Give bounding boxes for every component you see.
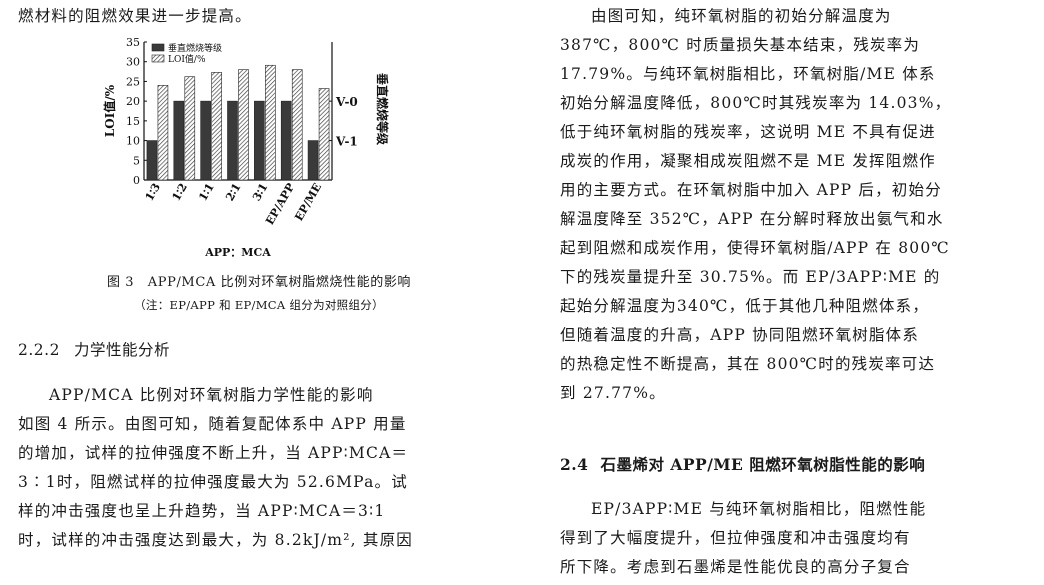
x-tick-label: 1∶3 (143, 181, 163, 203)
y-tick-label: 15 (126, 115, 140, 128)
right-paragraph-1: 由图可知，纯环氧树脂的初始分解温度为 387℃，800℃ 时质量损失基本结束，残… (560, 2, 1028, 408)
paragraph-line: 387℃，800℃ 时质量损失基本结束，残炭率为 (560, 36, 921, 54)
right-axis-label: 垂直燃烧等级 (375, 73, 390, 145)
bar-loi-value (238, 69, 249, 181)
paragraph-line: 的热稳定性不断提高，其在 800℃时的残炭率可达 (560, 355, 936, 373)
paragraph-line: 低于纯环氧树脂的残炭率，这说明 ME 不具有促进 (560, 123, 936, 141)
y-axis-label: LOI值/% (102, 84, 117, 137)
section-title: 力学性能分析 (73, 341, 170, 359)
bar-vertical-burning-grade (146, 140, 158, 181)
paragraph-line: 17.79%。与纯环氧树脂相比，环氧树脂/ME 体系 (560, 65, 936, 83)
paragraph-line: 的增加，试样的拉伸强度不断上升，当 APP∶MCA＝ (18, 444, 409, 462)
figure-caption: 图 3 APP/MCA 比例对环氧树脂燃烧性能的影响 (106, 275, 412, 290)
y-tick-label: 25 (126, 75, 140, 88)
paragraph-line: 但随着温度的升高，APP 协同阻燃环氧树脂体系 (560, 326, 920, 344)
x-tick-label: EP/ME (292, 181, 324, 223)
paragraph-line: 起到阻燃和成炭作用，使得环氧树脂/APP 在 800℃ (560, 239, 950, 257)
section-number: 2.4 (560, 455, 589, 474)
paragraph-line: 样的冲击强度也呈上升趋势，当 APP∶MCA＝3∶1 (18, 502, 386, 520)
y-tick-label: 5 (133, 154, 140, 167)
bar-loi-value (211, 72, 222, 181)
figure-note: （注：EP/APP 和 EP/MCA 组分为对照组分） (134, 298, 384, 312)
x-axis-label: APP：MCA (204, 246, 271, 259)
bar-vertical-burning-grade (227, 100, 238, 181)
bar-vertical-burning-grade (307, 140, 319, 181)
paragraph-line: 解温度降至 352℃，APP 在分解时释放出氨气和水 (560, 210, 944, 228)
right-paragraph-2: EP/3APP∶ME 与纯环氧树脂相比，阻燃性能 得到了大幅度提升，但拉伸强度和… (560, 495, 1028, 582)
bar-vertical-burning-grade (200, 100, 211, 181)
paragraph-line: 3∶1时，阻燃试样的拉伸强度最大为 52.6MPa。试 (18, 473, 408, 491)
legend-swatch (151, 54, 165, 63)
right-tick-label: V-0 (335, 95, 358, 109)
paragraph-line: 得到了大幅度提升，但拉伸强度和冲击强度均有 (560, 529, 911, 547)
legend-label: LOI值/% (168, 53, 206, 65)
right-tick-label: V-1 (335, 135, 358, 149)
section-number: 2.2.2 (18, 341, 60, 359)
y-tick-label: 30 (126, 56, 140, 69)
left-top-line: 燃材料的阻燃效果进一步提高。 (18, 7, 252, 25)
bar-loi-value (265, 64, 276, 181)
bar-vertical-burning-grade (173, 100, 185, 181)
paragraph-line: EP/3APP∶ME 与纯环氧树脂相比，阻燃性能 (591, 500, 927, 518)
x-tick-label: 2∶1 (223, 181, 243, 203)
section-heading-2-4: 2.4 石墨烯对 APP/ME 阻燃环氧树脂性能的影响 (560, 450, 925, 479)
section-title: 石墨烯对 APP/ME 阻燃环氧树脂性能的影响 (600, 455, 926, 474)
paragraph-line: 下的残炭量提升至 30.75%。而 EP/3APP∶ME 的 (560, 268, 941, 286)
y-tick-label: 10 (126, 135, 140, 148)
y-tick-label: 0 (133, 174, 140, 187)
x-tick-label: 1∶2 (170, 181, 190, 203)
left-paragraph: APP/MCA 比例对环氧树脂力学性能的影响 如图 4 所示。由图可知，随着复配… (18, 381, 500, 555)
bar-vertical-burning-grade (254, 100, 265, 181)
paragraph-line: 起始分解温度为340℃，低于其他几种阻燃体系， (560, 297, 930, 315)
x-tick-label: 3∶1 (250, 181, 270, 203)
bar-loi-value (184, 76, 196, 181)
y-tick-label: 20 (126, 95, 140, 108)
paragraph-line: APP/MCA 比例对环氧树脂力学性能的影响 (49, 386, 374, 404)
legend-swatch (151, 43, 165, 52)
paragraph-line: 由图可知，纯环氧树脂的初始分解温度为 (591, 7, 892, 25)
paragraph-line: 如图 4 所示。由图可知，随着复配体系中 APP 用量 (18, 415, 407, 433)
bar-loi-value (318, 88, 330, 181)
legend-label: 垂直燃烧等级 (168, 42, 222, 54)
paragraph-line: 用的主要方式。在环氧树脂中加入 APP 后，初始分 (560, 181, 942, 199)
paragraph-line: 到 27.77%。 (560, 384, 666, 402)
bar-loi-value (291, 69, 303, 181)
y-tick-label: 35 (126, 36, 140, 49)
paragraph-line: 成炭的作用，凝聚相成炭阻燃不是 ME 发挥阻燃作 (560, 152, 936, 170)
section-heading-2-2-2: 2.2.2 力学性能分析 (18, 336, 170, 365)
paragraph-line: 时，试样的冲击强度达到最大，为 8.2kJ/m², 其原因 (18, 531, 413, 549)
x-tick-label: 1∶1 (196, 181, 216, 203)
paragraph-line: 所下降。考虑到石墨烯是性能优良的高分子复合 (560, 558, 911, 576)
bar-loi-value (157, 85, 169, 181)
bar-vertical-burning-grade (280, 100, 292, 181)
paragraph-line: 初始分解温度降低，800℃时其残炭率为 14.03%， (560, 94, 952, 112)
